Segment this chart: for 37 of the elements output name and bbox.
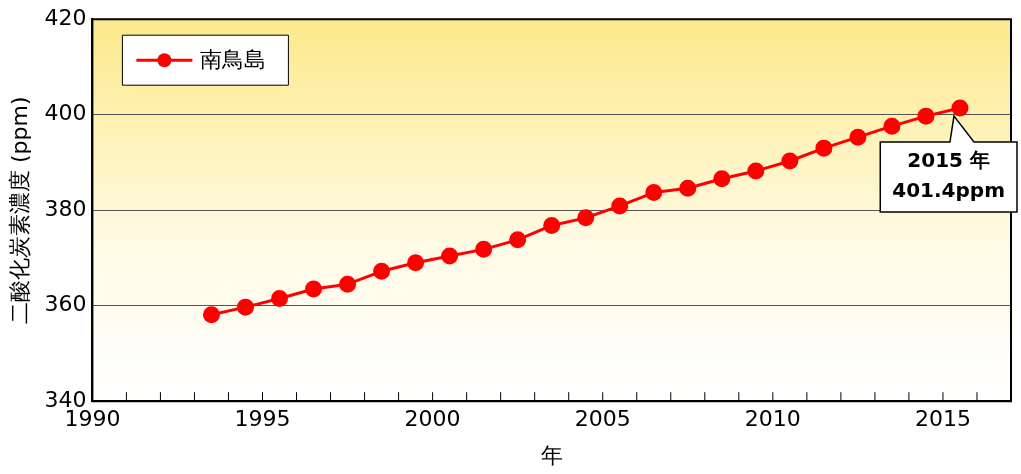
point [611,197,629,215]
x-tick-label: 2010 [744,406,801,432]
point [679,179,697,197]
point [713,170,731,188]
point [373,262,391,280]
point [917,107,935,125]
point [747,162,765,180]
x-tick-label: 2005 [574,406,631,432]
point [577,209,595,227]
point [271,290,289,308]
point [781,152,799,170]
point [236,298,254,316]
x-tick-label: 2015 [914,406,971,432]
point [645,184,663,202]
y-tick-label: 360 [44,291,87,317]
x-tick-label: 1990 [64,406,121,432]
point [509,231,527,249]
point [883,117,901,135]
x-tick-label: 1995 [234,406,291,432]
point [441,247,459,265]
point [951,99,969,117]
point [202,306,220,324]
y-tick-label: 400 [44,100,87,126]
point [815,139,833,157]
y-tick-label: 380 [44,195,87,221]
point [407,254,425,272]
x-axis-title: 年 [540,442,563,468]
legend-label: 南鳥島 [200,46,267,72]
y-tick-label: 420 [44,4,87,30]
point [339,275,357,293]
y-axis-title: 二酸化炭素濃度 (ppm) [6,96,32,324]
point [305,280,323,298]
point [849,128,867,146]
x-tick-label: 2000 [404,406,461,432]
annotation: 2015 年 401.4ppm [892,148,1005,203]
point [543,216,561,234]
point [475,240,493,258]
